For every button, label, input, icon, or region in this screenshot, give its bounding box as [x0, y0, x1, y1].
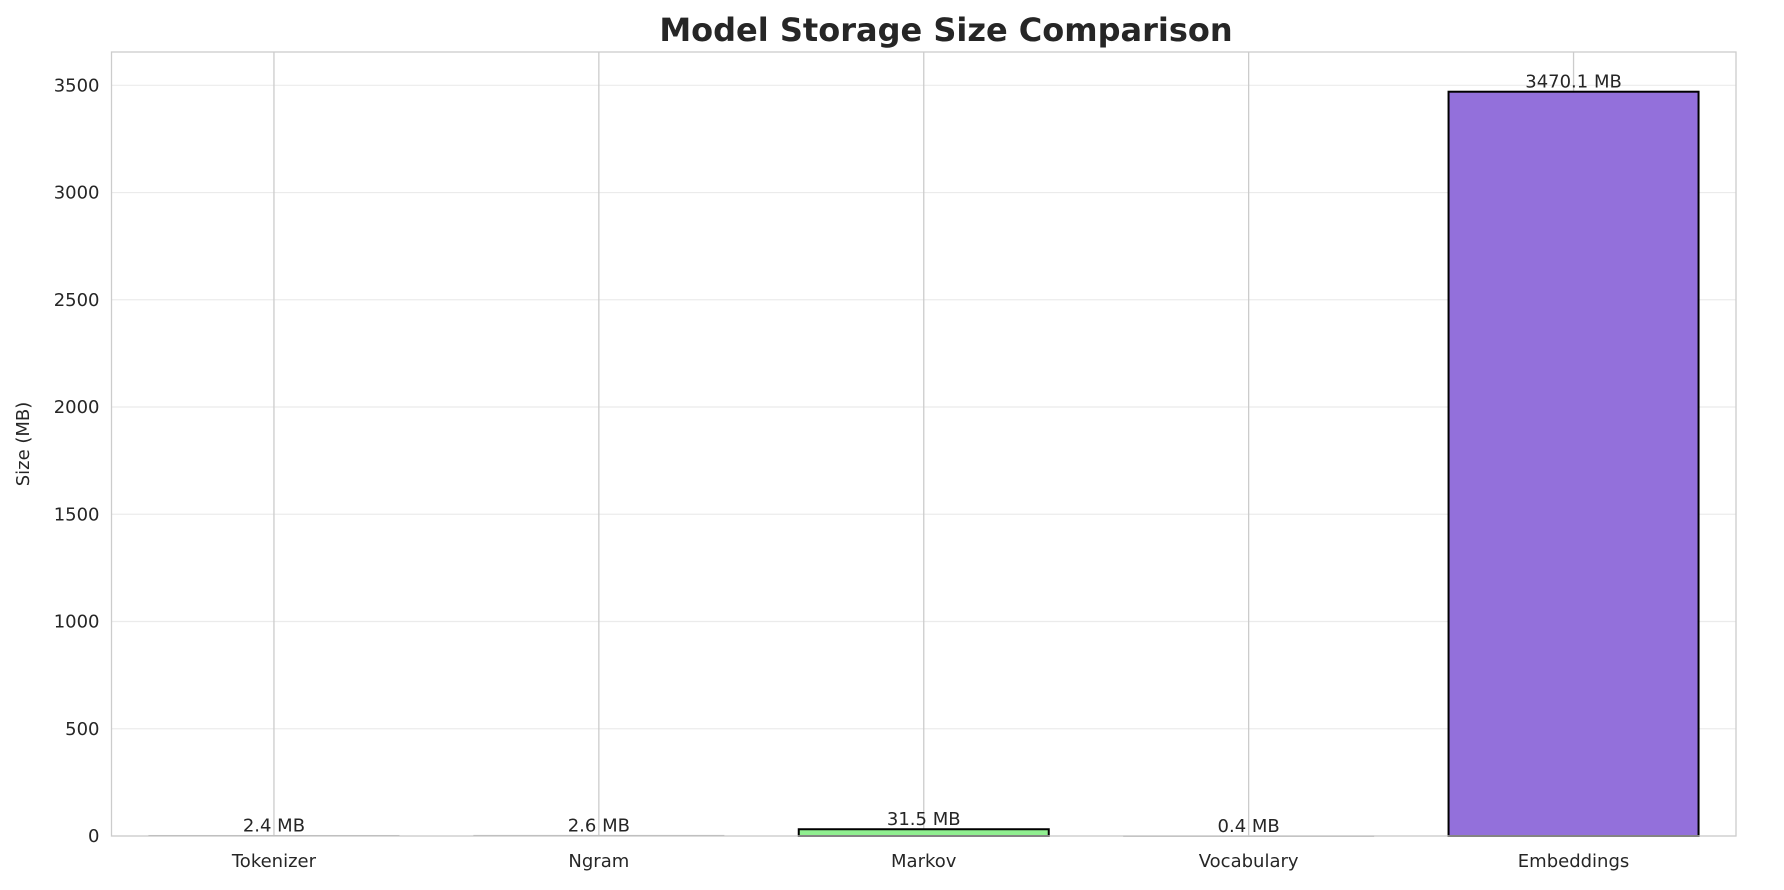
- chart-title: Model Storage Size Comparison: [659, 11, 1232, 49]
- y-axis-label: Size (MB): [13, 402, 34, 487]
- y-tick-label: 2500: [54, 290, 100, 311]
- y-tick-label: 0: [88, 826, 99, 847]
- y-tick-label: 1500: [54, 504, 100, 525]
- x-tick-label: Ngram: [568, 851, 629, 872]
- x-tick-label: Vocabulary: [1199, 851, 1299, 872]
- data-label: 0.4 MB: [1218, 816, 1280, 837]
- y-tick-label: 3500: [54, 75, 100, 96]
- ticks: 0 500 1000 1500 2000 2500 3000 3500 Tokenizer Ngr…: [54, 75, 1630, 872]
- x-tick-label: Tokenizer: [231, 851, 317, 872]
- data-label: 31.5 MB: [887, 809, 961, 830]
- data-label: 2.4 MB: [243, 815, 305, 836]
- plot-frame: [110, 51, 1737, 837]
- data-label: 2.6 MB: [568, 815, 630, 836]
- bar-embeddings: [1447, 90, 1700, 837]
- y-tick-label: 500: [65, 719, 99, 740]
- y-tick-label: 1000: [54, 612, 100, 633]
- x-tick-label: Embeddings: [1518, 851, 1629, 872]
- bar-markov: [797, 828, 1050, 838]
- bars: 2.4 MB 2.6 MB 31.5 MB 0.4 MB 3470.1 MB: [148, 72, 1700, 838]
- data-label: 3470.1 MB: [1525, 72, 1622, 93]
- x-tick-label: Markov: [891, 851, 957, 872]
- y-tick-label: 2000: [54, 397, 100, 418]
- y-tick-label: 3000: [54, 183, 100, 204]
